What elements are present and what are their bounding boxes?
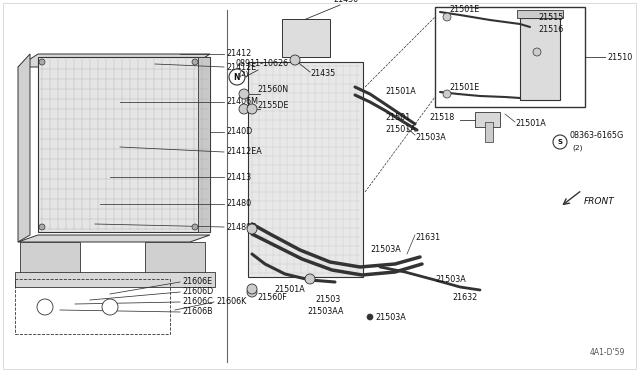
- Circle shape: [305, 274, 315, 284]
- Text: 21606E: 21606E: [182, 278, 212, 286]
- Text: 21435: 21435: [310, 70, 335, 78]
- Text: 4A1-D'59: 4A1-D'59: [589, 348, 625, 357]
- Circle shape: [553, 135, 567, 149]
- Bar: [520, 18, 560, 100]
- Text: 21412EA: 21412EA: [226, 148, 262, 157]
- Text: FRONT: FRONT: [584, 198, 615, 206]
- Circle shape: [39, 59, 45, 65]
- Circle shape: [239, 89, 249, 99]
- Bar: [517, 10, 563, 18]
- Text: 21503A: 21503A: [435, 276, 466, 285]
- Text: 21480: 21480: [226, 199, 251, 208]
- Text: 21412E: 21412E: [226, 62, 256, 71]
- Text: 21503A: 21503A: [415, 132, 445, 141]
- Text: 21606K: 21606K: [216, 298, 246, 307]
- Text: (2): (2): [238, 71, 248, 77]
- Text: 21606B: 21606B: [182, 308, 212, 317]
- Circle shape: [39, 224, 45, 230]
- Circle shape: [290, 55, 300, 65]
- Text: 2140D: 2140D: [226, 128, 252, 137]
- Bar: [248, 62, 363, 277]
- Text: 21632: 21632: [452, 292, 477, 301]
- Circle shape: [37, 299, 53, 315]
- Circle shape: [533, 48, 541, 56]
- Text: (2): (2): [572, 145, 582, 151]
- Text: 21503: 21503: [315, 295, 340, 305]
- Polygon shape: [18, 54, 210, 67]
- Text: 21480E: 21480E: [226, 222, 256, 231]
- Text: 21560N: 21560N: [257, 86, 288, 94]
- Circle shape: [247, 104, 257, 114]
- Polygon shape: [198, 57, 210, 232]
- Circle shape: [102, 299, 118, 315]
- Circle shape: [247, 287, 257, 297]
- Bar: [282, 19, 330, 57]
- Text: 21501A: 21501A: [385, 87, 416, 96]
- Bar: [485, 122, 493, 142]
- Text: 21501: 21501: [385, 112, 410, 122]
- Polygon shape: [145, 242, 205, 277]
- Text: 21430: 21430: [333, 0, 358, 4]
- Text: N: N: [234, 73, 240, 81]
- Text: 21518: 21518: [429, 112, 455, 122]
- Bar: [475, 112, 500, 127]
- Text: 21560F: 21560F: [257, 292, 287, 301]
- Circle shape: [229, 69, 245, 85]
- Polygon shape: [18, 235, 210, 242]
- Text: 21501E: 21501E: [449, 83, 479, 93]
- Text: 21412: 21412: [226, 49, 252, 58]
- Text: 21503AA: 21503AA: [307, 307, 344, 315]
- Text: 21516: 21516: [538, 25, 563, 33]
- Circle shape: [192, 59, 198, 65]
- Text: 21501A: 21501A: [385, 125, 416, 134]
- Text: 21406M: 21406M: [226, 97, 258, 106]
- Circle shape: [367, 314, 373, 320]
- Text: 21515: 21515: [538, 13, 563, 22]
- Polygon shape: [18, 54, 30, 242]
- Text: 08911-10626: 08911-10626: [235, 60, 288, 68]
- Circle shape: [239, 104, 249, 114]
- Text: 21501E: 21501E: [449, 6, 479, 15]
- Text: 21631: 21631: [415, 232, 440, 241]
- Circle shape: [443, 90, 451, 98]
- Bar: [15, 279, 170, 334]
- Circle shape: [443, 13, 451, 21]
- Text: 21510: 21510: [607, 52, 632, 61]
- Text: 08363-6165G: 08363-6165G: [569, 131, 623, 141]
- Circle shape: [247, 284, 257, 294]
- Text: 21503A: 21503A: [375, 312, 406, 321]
- Polygon shape: [15, 272, 215, 287]
- Polygon shape: [38, 57, 210, 232]
- Text: 21503A: 21503A: [370, 244, 401, 253]
- Bar: [435, 7, 585, 107]
- Text: 2155DE: 2155DE: [257, 100, 289, 109]
- Polygon shape: [20, 242, 80, 277]
- Text: S: S: [557, 139, 563, 145]
- Text: 21501A: 21501A: [515, 119, 546, 128]
- Circle shape: [192, 224, 198, 230]
- Circle shape: [247, 224, 257, 234]
- Text: 21606D: 21606D: [182, 288, 213, 296]
- Text: 21606C: 21606C: [182, 298, 212, 307]
- Text: 21501A: 21501A: [274, 285, 305, 295]
- Text: 21413: 21413: [226, 173, 251, 182]
